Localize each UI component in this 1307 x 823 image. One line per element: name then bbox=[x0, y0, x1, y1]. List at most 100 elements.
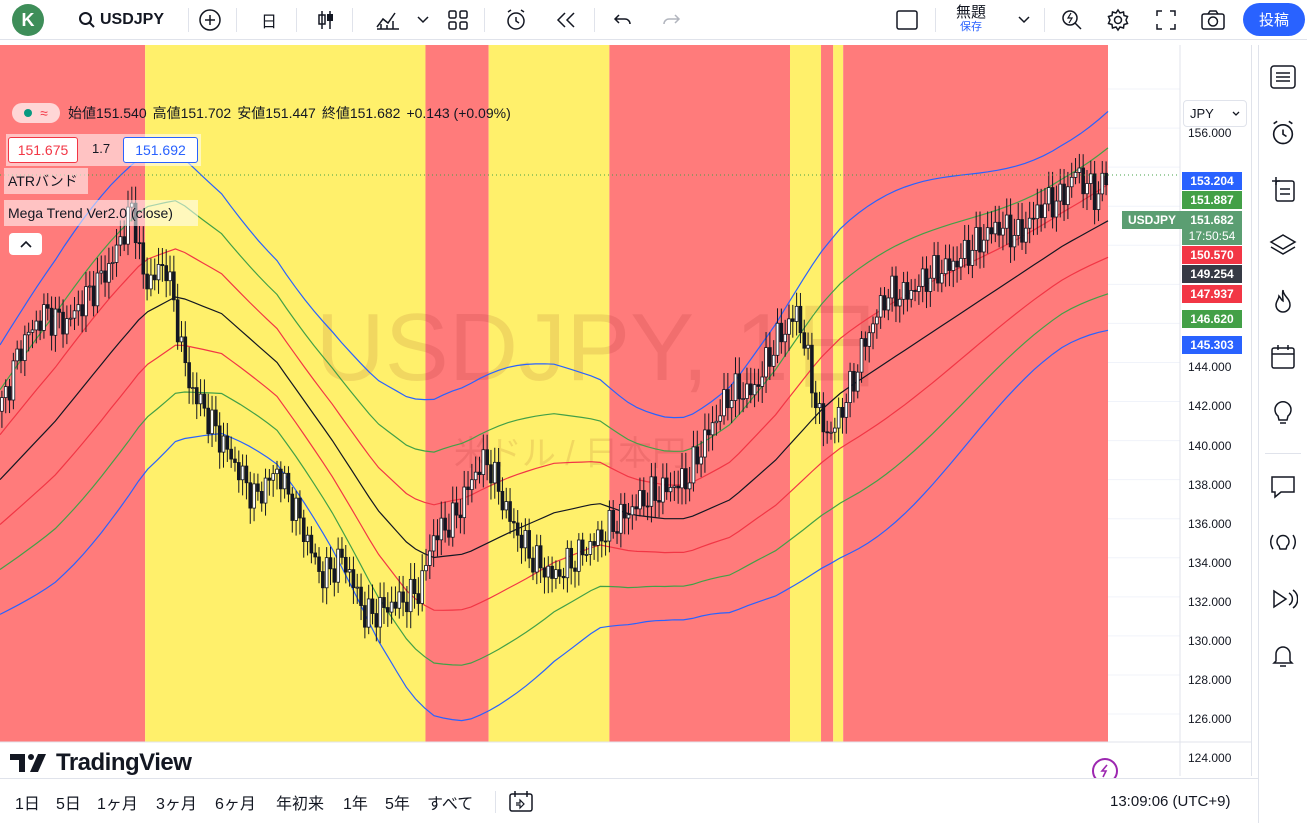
range-button[interactable]: 5日 bbox=[56, 795, 81, 813]
chart-type-button[interactable] bbox=[312, 0, 340, 40]
snapshot-button[interactable] bbox=[1198, 0, 1228, 40]
candle-down bbox=[321, 571, 325, 589]
range-button[interactable]: 年初来 bbox=[276, 795, 325, 813]
fullscreen-button[interactable] bbox=[1152, 0, 1180, 40]
candle-down bbox=[569, 547, 573, 569]
settings-button[interactable] bbox=[1104, 0, 1132, 40]
candle-down bbox=[790, 318, 795, 322]
interval-button[interactable]: 日 bbox=[260, 14, 277, 31]
currency-select[interactable]: JPY bbox=[1183, 100, 1247, 127]
compare-button[interactable] bbox=[196, 0, 224, 40]
chart-area[interactable]: USDJPY, 1日 米ドル / 日本円 ≈ 始値 151.540 高値 151.7… bbox=[0, 45, 1252, 814]
regime-band-red bbox=[609, 45, 791, 742]
candle-up bbox=[1100, 172, 1105, 195]
tech-ideas-button[interactable] bbox=[1267, 527, 1299, 559]
candle-up bbox=[760, 376, 765, 387]
candle-down bbox=[489, 464, 493, 484]
range-button[interactable]: 1年 bbox=[343, 795, 368, 813]
hotlists-button[interactable] bbox=[1267, 285, 1299, 317]
alerts-button[interactable] bbox=[1267, 117, 1299, 149]
range-button[interactable]: 6ヶ月 bbox=[215, 795, 256, 813]
chevron-up-icon bbox=[19, 240, 32, 248]
tradingview-logo[interactable]: TradingView bbox=[10, 749, 192, 777]
range-button[interactable]: すべて bbox=[427, 795, 474, 813]
candle-up bbox=[1046, 187, 1051, 205]
calendar-button[interactable] bbox=[1267, 341, 1299, 373]
candle-down bbox=[328, 557, 333, 570]
price-chart[interactable]: USDJPY, 1日 米ドル / 日本円 bbox=[0, 45, 1252, 776]
candle-down bbox=[332, 568, 337, 583]
candle-up bbox=[928, 277, 933, 292]
layout-name[interactable]: 無題 保存 bbox=[945, 0, 997, 40]
layout-dropdown[interactable] bbox=[1014, 0, 1034, 40]
ideas-button[interactable] bbox=[1267, 397, 1299, 429]
layout-select-button[interactable] bbox=[893, 0, 921, 40]
range-button[interactable]: 1ヶ月 bbox=[97, 795, 138, 813]
candle-down bbox=[519, 534, 524, 549]
replay-button[interactable] bbox=[552, 0, 580, 40]
candle-down bbox=[500, 490, 505, 511]
utc-clock[interactable]: 13:09:06 (UTC+9) bbox=[1110, 793, 1231, 810]
candle-up bbox=[970, 249, 975, 266]
candle-down bbox=[137, 242, 142, 245]
candle-down bbox=[1039, 204, 1043, 219]
gear-icon bbox=[1107, 8, 1129, 32]
candle-up bbox=[149, 274, 153, 290]
symbol-name: USDJPY bbox=[100, 11, 165, 28]
object-tree-button[interactable] bbox=[1267, 173, 1299, 205]
candle-down bbox=[852, 370, 856, 392]
undo-button[interactable] bbox=[610, 0, 636, 40]
candle-up bbox=[867, 332, 872, 347]
candle-down bbox=[603, 540, 608, 543]
candle-down bbox=[779, 322, 784, 343]
candle-up bbox=[672, 485, 677, 488]
ask-button[interactable]: 151.692 bbox=[123, 137, 198, 163]
candle-down bbox=[748, 383, 753, 396]
candle-up bbox=[324, 557, 329, 589]
candle-up bbox=[607, 510, 612, 542]
candle-up bbox=[336, 548, 340, 583]
candle-down bbox=[443, 517, 447, 531]
candle-down bbox=[206, 407, 211, 435]
layers-button[interactable] bbox=[1267, 229, 1299, 261]
candle-down bbox=[233, 458, 237, 463]
candle-up bbox=[34, 320, 39, 331]
goto-date-button[interactable] bbox=[508, 779, 536, 823]
candle-up bbox=[875, 316, 879, 325]
indicator-mega-label[interactable]: Mega Trend Ver2.0 (close) bbox=[4, 200, 198, 226]
candle-up bbox=[794, 305, 799, 322]
range-button[interactable]: 1日 bbox=[15, 795, 40, 813]
collapse-legend-button[interactable] bbox=[9, 233, 42, 255]
candle-down bbox=[512, 521, 516, 524]
candle-down bbox=[592, 541, 596, 546]
chevron-down-icon bbox=[1018, 16, 1030, 24]
chats-button[interactable] bbox=[1267, 471, 1299, 503]
quick-search-button[interactable] bbox=[1058, 0, 1086, 40]
streams-button[interactable] bbox=[1267, 583, 1299, 615]
candle-down bbox=[485, 449, 489, 466]
templates-button[interactable] bbox=[446, 0, 470, 40]
range-button[interactable]: 3ヶ月 bbox=[156, 795, 197, 813]
indicator-atr-label[interactable]: ATRバンド bbox=[4, 168, 88, 194]
alarm-clock-icon bbox=[1272, 120, 1294, 145]
indicators-dropdown[interactable] bbox=[414, 0, 432, 40]
alert-button[interactable] bbox=[502, 0, 530, 40]
market-status-badge[interactable]: ≈ bbox=[12, 103, 60, 123]
candle-down bbox=[538, 545, 543, 569]
redo-button[interactable] bbox=[658, 0, 684, 40]
candle-down bbox=[657, 500, 661, 503]
post-button[interactable]: 投稿 bbox=[1243, 3, 1305, 36]
bid-button[interactable]: 151.675 bbox=[8, 137, 78, 163]
watchlist-button[interactable] bbox=[1267, 61, 1299, 93]
candle-up bbox=[718, 415, 722, 422]
candle-up bbox=[787, 318, 791, 335]
indicators-button[interactable] bbox=[370, 0, 406, 40]
price-tag: 149.254 bbox=[1182, 265, 1242, 283]
candle-up bbox=[473, 471, 478, 481]
user-avatar[interactable]: K bbox=[12, 4, 44, 36]
candle-up bbox=[1043, 203, 1047, 219]
symbol-search-button[interactable]: USDJPY bbox=[78, 0, 178, 40]
range-button[interactable]: 5年 bbox=[385, 795, 410, 813]
notifications-button[interactable] bbox=[1267, 639, 1299, 671]
candle-up bbox=[355, 586, 360, 589]
